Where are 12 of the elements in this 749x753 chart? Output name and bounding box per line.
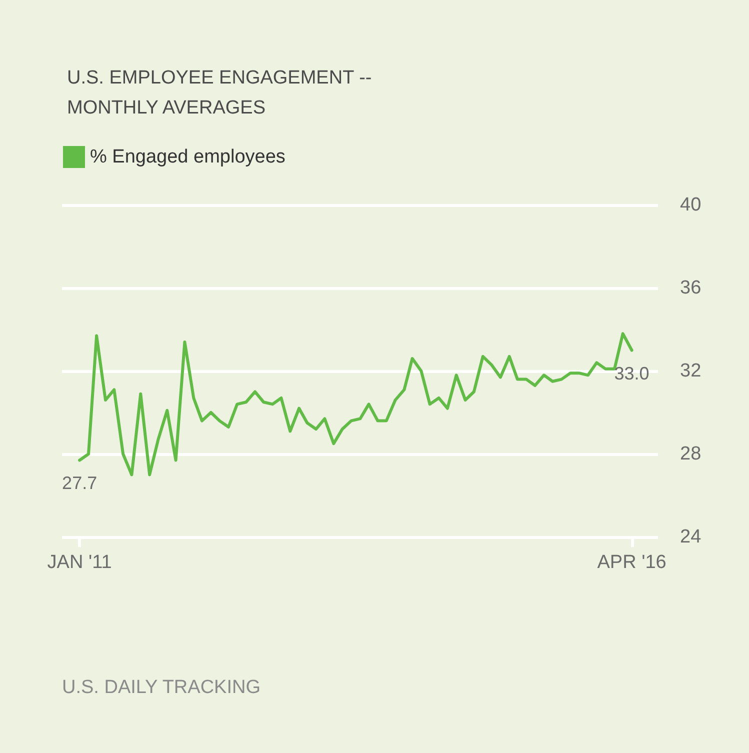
x-tick-label: JAN '11 xyxy=(47,552,112,573)
text: U.S. DAILY TRACKING xyxy=(62,677,260,698)
y-tick-label: 40 xyxy=(680,194,702,216)
annotation: 33.0 xyxy=(614,363,650,384)
y-tick-label: 28 xyxy=(680,444,702,464)
legend-label: % Engaged employees xyxy=(90,146,286,168)
annotation: 27.7 xyxy=(62,473,98,494)
chart-title: U.S. EMPLOYEE ENGAGEMENT -- MONTHLY AVERAGES xyxy=(67,68,372,118)
y-tick-label: 32 xyxy=(680,360,702,382)
y-tick-label: 24 xyxy=(680,526,702,548)
x-tick-label: APR '16 xyxy=(597,552,666,573)
y-tick-label: 36 xyxy=(680,278,702,298)
